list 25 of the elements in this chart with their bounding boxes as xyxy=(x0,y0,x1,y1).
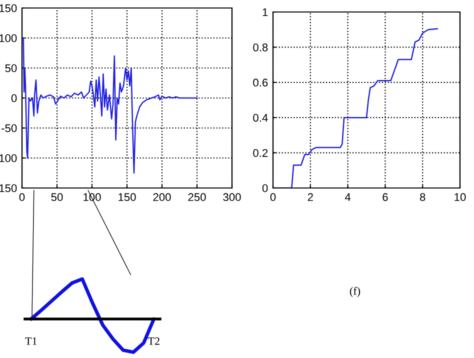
x-tick-label: 250 xyxy=(188,193,206,202)
y-tick-label: 1 xyxy=(262,8,268,16)
x-tick-label: T1 xyxy=(25,337,37,345)
y-tick-label: 50 xyxy=(5,64,17,72)
x-tick-label: 0 xyxy=(270,193,276,202)
x-tick-label: 10 xyxy=(454,193,466,202)
y-tick-label: 0.2 xyxy=(253,149,268,157)
x-tick-label: 8 xyxy=(420,193,426,202)
x-tick-label: 150 xyxy=(118,193,136,202)
x-tick-label: 300 xyxy=(223,193,241,202)
y-tick-label: 0.4 xyxy=(253,114,268,122)
x-tick-label: 200 xyxy=(153,193,171,202)
y-tick-label: -50 xyxy=(2,124,17,132)
text: (f) xyxy=(350,286,360,298)
y-tick-label: 0.6 xyxy=(253,78,268,87)
x-tick-label: 4 xyxy=(344,193,351,201)
x-tick-label: 6 xyxy=(382,193,388,202)
x-tick-label: 50 xyxy=(51,193,63,202)
y-tick-label: 0 xyxy=(11,94,17,102)
y-tick-label: 0 xyxy=(262,184,268,192)
line-series xyxy=(22,37,198,174)
x-tick-label: T2 xyxy=(148,337,160,345)
x-tick-label: 0 xyxy=(19,193,25,202)
x-tick-label: 2 xyxy=(308,193,313,201)
y-tick-label: 0.8 xyxy=(253,43,268,52)
